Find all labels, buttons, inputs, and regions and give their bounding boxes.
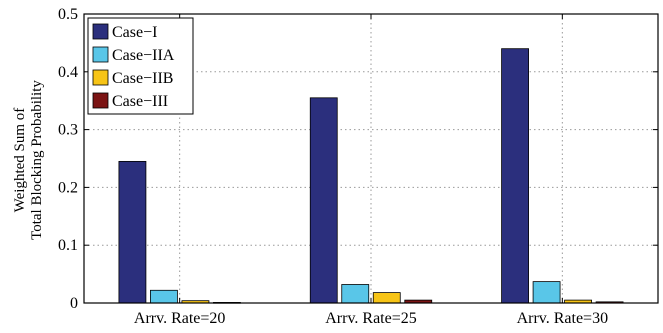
y-tick-label: 0.5 (58, 6, 78, 23)
legend-swatch (92, 69, 109, 86)
bar-1-3 (501, 48, 529, 304)
bar-3-2 (372, 292, 401, 304)
legend-label: Case−I (112, 24, 157, 41)
y-tick-label: 0.1 (58, 237, 78, 254)
legend-label: Case−IIA (112, 47, 175, 64)
y-tick-label: 0.4 (58, 64, 78, 81)
y-axis-label-line-2: Total Blocking Probability (29, 80, 45, 240)
bar-2-2 (341, 284, 370, 304)
bar-1-1 (118, 160, 147, 304)
legend-swatch (92, 46, 109, 63)
legend-label: Case−IIB (112, 70, 173, 87)
legend-swatch (92, 23, 109, 40)
x-tick-label: Arrv. Rate=20 (134, 310, 226, 327)
x-tick-label: Arrv. Rate=25 (325, 310, 417, 327)
bars (118, 48, 624, 304)
y-axis-label-line-1: Weighted Sum of (12, 108, 28, 213)
y-tick-label: 0 (70, 295, 78, 312)
bar-1-2 (309, 97, 338, 304)
legend: Case−I Case−IIA Case−IIB Case−III (87, 17, 194, 115)
bar-2-3 (532, 281, 561, 304)
axes: 0 0.1 0.2 0.3 0.4 0.5 Arrv. Rate=20 Arrv. Rate=… (58, 6, 659, 327)
bar-2-1 (150, 289, 178, 304)
legend-swatch (92, 92, 109, 109)
y-tick-label: 0.3 (58, 122, 78, 139)
y-tick-label: 0.2 (58, 179, 78, 196)
y-axis-label: Weighted Sum of Total Blocking Probabili… (12, 80, 45, 240)
x-tick-label: Arrv. Rate=30 (517, 310, 609, 327)
legend-label: Case−III (112, 93, 168, 110)
